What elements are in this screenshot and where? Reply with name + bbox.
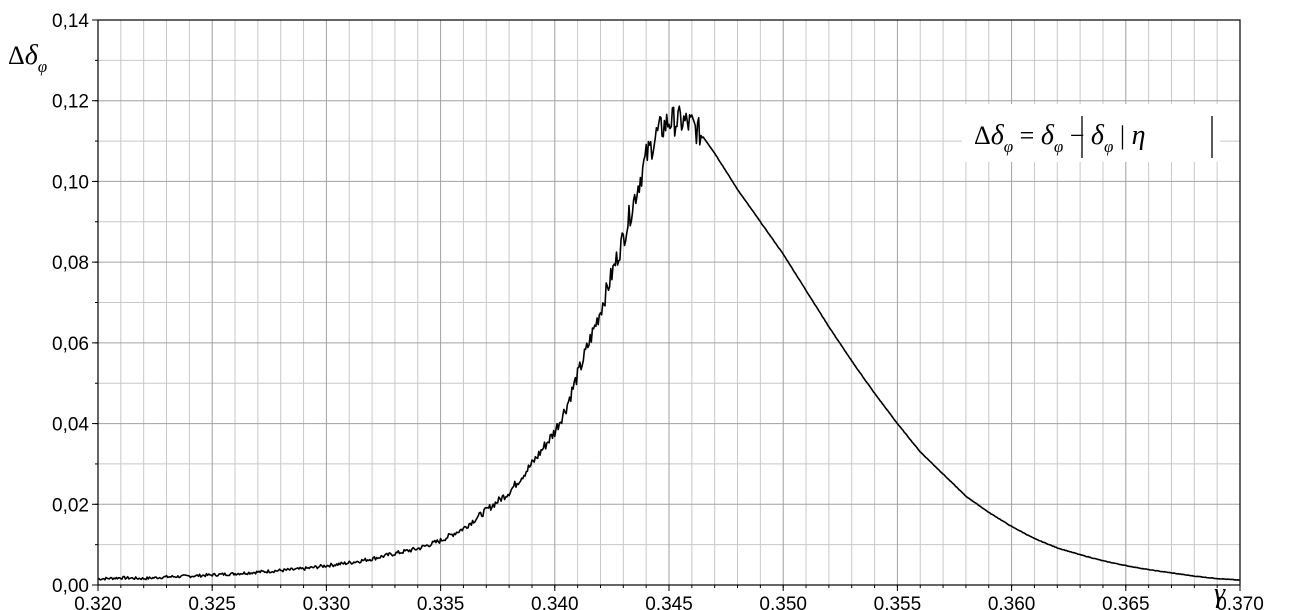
x-tick-labels: 0,320 0,325 0,330 0,335 0,340 0,345 0,350 0,355… (74, 594, 1264, 610)
y-axis-label: Δδφ (8, 40, 47, 76)
x-tick-label: 0,330 (303, 594, 351, 610)
x-tick-label: 0,345 (645, 594, 693, 610)
data-series (97, 105, 1241, 581)
x-tick-label: 0,370 (1216, 594, 1264, 610)
y-tick-label: 0,12 (52, 92, 89, 113)
x-tick-label: 0,325 (188, 594, 236, 610)
y-tick-label: 0,02 (52, 495, 89, 516)
minor-gridlines (98, 20, 1240, 585)
x-tick-label: 0,350 (759, 594, 807, 610)
y-tick-label: 0,08 (52, 253, 89, 274)
y-tick-label: 0,06 (52, 334, 89, 355)
y-tick-labels: 0,00 0,02 0,04 0,06 0,08 0,10 0,12 0,14 (52, 11, 89, 597)
axis-ticks (92, 19, 1241, 591)
x-tick-label: 0,340 (531, 594, 579, 610)
y-tick-label: 0,00 (52, 576, 89, 597)
x-tick-label: 0,360 (988, 594, 1036, 610)
x-tick-label: 0,355 (874, 594, 922, 610)
formula-box (962, 104, 1220, 162)
series-line (97, 105, 1241, 581)
formula-annotation: Δδφ = δφ − δφ | η (962, 104, 1220, 162)
y-tick-label: 0,10 (52, 172, 89, 193)
y-tick-label: 0,14 (52, 11, 89, 32)
x-tick-label: 0,365 (1102, 594, 1150, 610)
formula-text: Δδφ = δφ − δφ | η (974, 120, 1145, 156)
y-tick-label: 0,04 (52, 415, 89, 436)
x-tick-label: 0,320 (74, 594, 122, 610)
x-axis-label: γ (1214, 578, 1226, 609)
x-tick-label: 0,335 (417, 594, 465, 610)
